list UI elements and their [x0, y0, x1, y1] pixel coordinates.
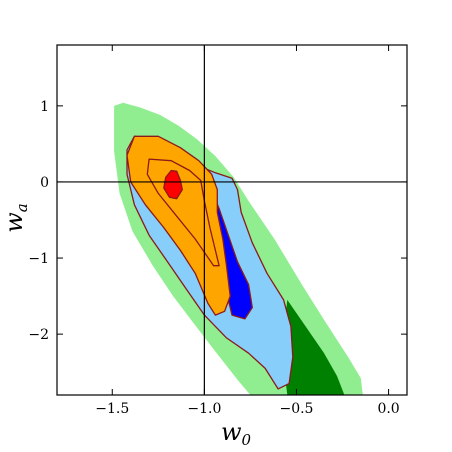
- x-axis-label: w0: [221, 418, 252, 449]
- region-red: [163, 169, 183, 200]
- x-tick-label: 0.0: [377, 401, 399, 417]
- contour-regions: [114, 102, 363, 395]
- y-tick-label: 1: [40, 99, 49, 115]
- y-tick-label: 0: [40, 175, 49, 191]
- region-dark-green: [281, 299, 345, 395]
- axis-ticks: −1.5 −1.0 −0.5 0.0 1 0 −1 −2: [28, 45, 407, 417]
- x-tick-label: −1.0: [187, 401, 221, 417]
- x-tick-label: −0.5: [279, 401, 313, 417]
- y-axis-label: wa: [0, 203, 31, 233]
- reference-lines: [57, 45, 407, 395]
- plot-frame: [56, 44, 408, 396]
- region-orange-inner-contour: [146, 158, 220, 267]
- y-tick-label: −1: [28, 251, 49, 267]
- x-tick-label: −1.5: [95, 401, 129, 417]
- y-tick-label: −2: [28, 327, 49, 343]
